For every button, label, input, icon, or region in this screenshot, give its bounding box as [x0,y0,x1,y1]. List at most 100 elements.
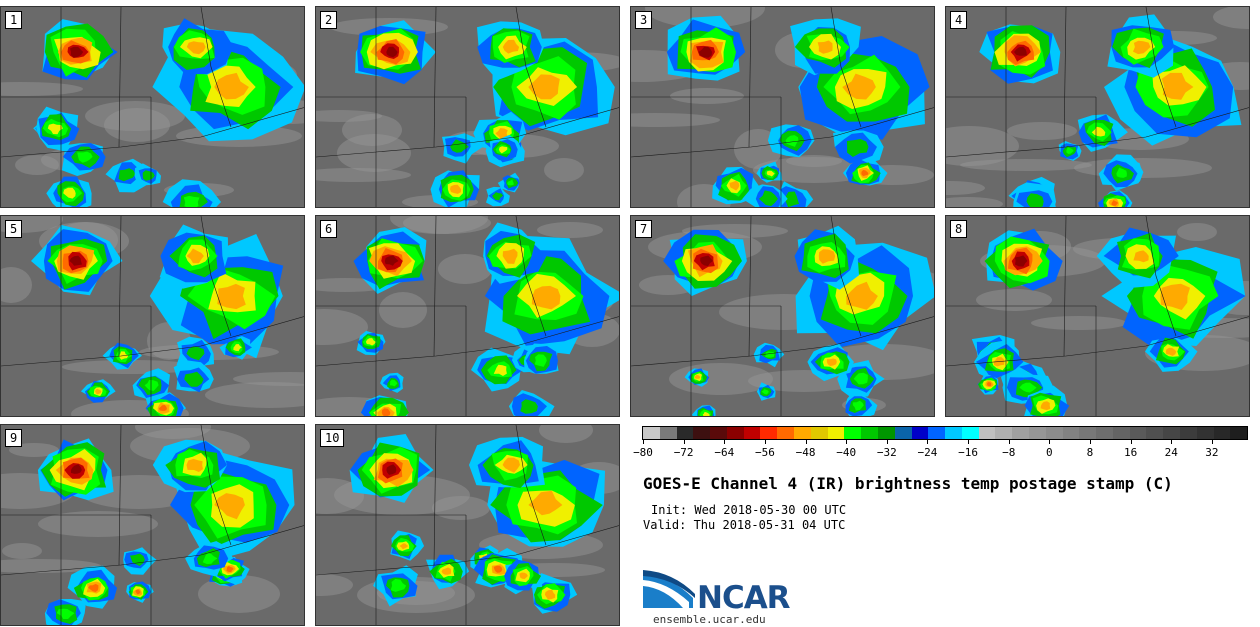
panel-number: 2 [320,11,338,29]
colorbar-swatch [1096,427,1113,439]
colorbar-swatch [693,427,711,439]
postage-stamp-panel: 3 [630,6,935,208]
colorbar-swatch [1012,427,1029,439]
ir-satellite-map [631,216,934,416]
colorbar-swatch [777,427,795,439]
colorbar-tick-label: −8 [1002,446,1016,459]
colorbar-swatch [1180,427,1197,439]
colorbar-tick-mark [724,440,726,444]
colorbar-tick-label: −80 [633,446,653,459]
panel-number: 9 [5,429,23,447]
panel-number: 1 [5,11,23,29]
postage-stamp-panel: 2 [315,6,620,208]
ir-satellite-map [1,216,304,416]
colorbar-swatch [1062,427,1080,439]
colorbar-swatch [861,427,878,439]
ir-satellite-map [946,7,1249,207]
colorbar-swatch [794,427,811,439]
colorbar-tick-label: 24 [1164,446,1178,459]
postage-stamp-panel: 1 [0,6,305,208]
ir-satellite-map [1,7,304,207]
ir-satellite-map [1,425,304,625]
ir-satellite-map [316,216,619,416]
colorbar-tick-mark [764,440,766,444]
colorbar-tick-label: 0 [1046,446,1053,459]
colorbar-swatch [760,427,778,439]
colorbar-tick-mark [643,440,644,444]
colorbar-swatch [726,427,744,439]
colorbar-tick-mark [968,440,970,444]
colorbar-swatch [659,427,677,439]
colorbar-swatch [643,427,660,439]
postage-stamp-panel: 4 [945,6,1250,208]
panel-number: 6 [320,220,338,238]
postage-stamp-panel: 6 [315,215,620,417]
panel-number: 8 [950,220,968,238]
colorbar-swatch [1112,427,1130,439]
website-url[interactable]: ensemble.ucar.edu [653,613,766,626]
colorbar-swatch [1129,427,1147,439]
ncar-logo-text: NCAR [697,580,791,616]
colorbar-tick-mark [1171,440,1173,444]
panel-number: 10 [320,429,345,447]
colorbar-tick-mark [927,440,929,444]
postage-stamp-panel: 7 [630,215,935,417]
ir-satellite-map [316,7,619,207]
colorbar-tick-mark [1089,440,1091,444]
colorbar-swatch [710,427,727,439]
ir-satellite-map [316,425,619,625]
colorbar-swatch [894,427,912,439]
colorbar-swatch [810,427,828,439]
colorbar-tick-mark [805,440,807,444]
panel-number: 7 [635,220,653,238]
panel-number: 5 [5,220,23,238]
colorbar-tick-label: −64 [714,446,735,459]
colorbar-swatch [978,427,996,439]
colorbar-swatch [877,427,895,439]
postage-stamp-panel: 9 [0,424,305,626]
colorbar-swatch [995,427,1013,439]
colorbar-tick-mark [683,440,685,444]
colorbar-swatch [928,427,946,439]
colorbar-swatch [1146,427,1164,439]
colorbar-tick-mark [886,440,888,444]
colorbar-tick-label: −40 [836,446,857,459]
postage-stamp-panel: 10 [315,424,620,626]
colorbar-tick-mark [1211,440,1213,444]
colorbar-swatch [1045,427,1063,439]
colorbar-tick-label: −32 [876,446,897,459]
colorbar-tick-label: 16 [1123,446,1138,459]
colorbar-tick-mark [1049,440,1051,444]
colorbar-swatch [911,427,929,439]
colorbar-swatch [1230,427,1248,439]
colorbar-tick-label: 32 [1205,446,1219,459]
colorbar-tick-mark [846,440,848,444]
panel-number: 4 [950,11,968,29]
colorbar-swatch [844,427,862,439]
temperature-colorbar [642,426,1248,440]
postage-stamp-panel: 8 [945,215,1250,417]
colorbar-swatch [1079,427,1097,439]
ir-satellite-map [631,7,934,207]
panel-number: 3 [635,11,653,29]
colorbar-tick-label: 8 [1086,446,1094,459]
colorbar-swatch [961,427,979,439]
init-time: Init: Wed 2018-05-30 00 UTC [651,503,847,517]
valid-time: Valid: Thu 2018-05-31 04 UTC [643,518,846,532]
ir-satellite-map [946,216,1249,416]
colorbar-swatch [676,427,694,439]
colorbar-swatch [827,427,845,439]
colorbar-swatch [743,427,761,439]
ncar-logo-icon [643,570,695,608]
figure-title: GOES-E Channel 4 (IR) brightness temp po… [643,474,1173,493]
colorbar-tick-label: −16 [958,446,979,459]
colorbar-swatch [1196,427,1214,439]
colorbar-swatch [1213,427,1231,439]
colorbar-swatch [945,427,962,439]
colorbar-tick-mark [1130,440,1132,444]
colorbar-tick-mark [1008,440,1010,444]
colorbar-swatch [1163,427,1180,439]
colorbar-tick-label: −56 [754,446,775,459]
colorbar-tick-label: −72 [673,446,694,459]
colorbar-swatch [1028,427,1046,439]
